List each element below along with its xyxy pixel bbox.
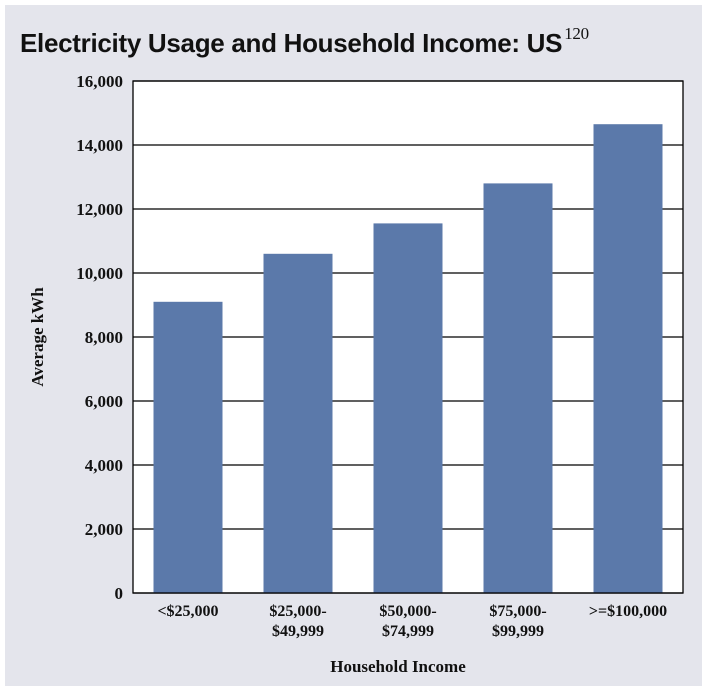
- plot-border: [132, 80, 684, 594]
- x-tick-label-line: $99,999: [492, 623, 544, 640]
- y-tick-label: 14,000: [76, 136, 123, 155]
- x-tick-label-line: $49,999: [272, 623, 324, 640]
- y-tick-label: 16,000: [76, 72, 123, 91]
- bar: [483, 183, 553, 593]
- chart-title-superscript: 120: [564, 24, 589, 43]
- bar: [373, 223, 443, 593]
- x-tick-label-line: $74,999: [382, 623, 434, 640]
- x-tick-label: $25,000- $49,999: [269, 603, 326, 640]
- y-tick-label: 8,000: [85, 328, 123, 347]
- y-tick-label: 12,000: [76, 200, 123, 219]
- y-tick-label: 2,000: [85, 520, 123, 539]
- y-tick-label: 6,000: [85, 392, 123, 411]
- x-axis-label: Household Income: [330, 657, 466, 676]
- x-tick-label: $75,000- $99,999: [489, 603, 546, 640]
- bar: [153, 301, 223, 593]
- x-tick-label-line: $25,000-: [269, 603, 326, 620]
- bar: [593, 124, 663, 593]
- x-tick-label-line: <$25,000: [157, 603, 218, 620]
- y-tick-label: 4,000: [85, 456, 123, 475]
- y-tick-label: 0: [115, 584, 124, 603]
- y-tick-label: 10,000: [76, 264, 123, 283]
- x-tick-label: $50,000- $74,999: [379, 603, 436, 640]
- bar: [263, 253, 333, 594]
- x-tick-label: <$25,000: [157, 603, 218, 620]
- chart-title: Electricity Usage and Household Income: …: [20, 24, 589, 59]
- x-tick-label-line: $75,000-: [489, 603, 546, 620]
- x-tick-label-line: $50,000-: [379, 603, 436, 620]
- chart-title-text: Electricity Usage and Household Income: …: [20, 28, 563, 58]
- y-axis-label: Average kWh: [28, 287, 47, 387]
- x-tick-label: >=$100,000: [589, 603, 667, 620]
- x-tick-label-line: >=$100,000: [589, 603, 667, 620]
